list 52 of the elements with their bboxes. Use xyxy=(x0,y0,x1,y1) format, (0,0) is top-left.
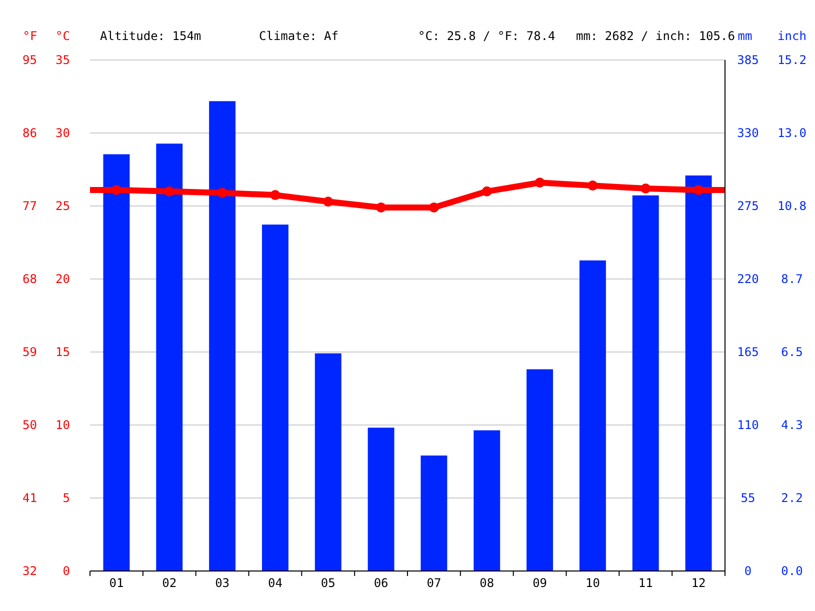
x-tick-label: 11 xyxy=(638,576,653,590)
y3-tick-label: 68 xyxy=(22,272,37,286)
text: °C: 25.8 / °F: 78.4 xyxy=(418,29,556,43)
text: mm: 2682 / inch: 105.6 xyxy=(576,29,735,43)
y2-tick-label: 220 xyxy=(737,272,759,286)
y2-tick-label: 275 xyxy=(737,199,759,214)
y3-tick-label: 95 xyxy=(22,53,37,68)
y3-tick-label: 77 xyxy=(22,199,37,214)
y3-tick-label: 50 xyxy=(22,418,37,432)
y3-tick-label: 32 xyxy=(22,564,37,578)
x-tick-label: 09 xyxy=(532,576,548,590)
text: 8.7 xyxy=(781,272,803,286)
y2-tick-label: 330 xyxy=(737,126,759,140)
y-tick-label: 0 xyxy=(62,564,70,578)
text: 10.8 xyxy=(778,199,806,214)
x-tick-label: 04 xyxy=(268,576,282,590)
x-tick-label: 02 xyxy=(162,576,177,590)
x-tick-label: 01 xyxy=(109,576,124,590)
y3-tick-label: 59 xyxy=(22,345,37,360)
text: 2.2 xyxy=(781,491,803,506)
x-tick-label: 07 xyxy=(426,576,442,590)
y2-tick-label: 55 xyxy=(740,491,756,506)
text: 0.0 xyxy=(781,564,803,578)
y2-tick-label: 110 xyxy=(737,418,759,432)
x-tick-label: 06 xyxy=(374,576,388,590)
x-tick-label: 10 xyxy=(585,576,600,590)
text: 13.0 xyxy=(778,126,806,140)
y2-tick-label: 165 xyxy=(737,345,759,360)
text: 6.5 xyxy=(781,345,803,360)
x-tick-label: 03 xyxy=(215,576,230,590)
y-tick-label: 35 xyxy=(56,53,70,68)
y-tick-label: 15 xyxy=(56,345,70,360)
y-tick-label: 20 xyxy=(56,272,70,286)
y-tick-label: 25 xyxy=(56,199,70,214)
y2-axis-title: mm xyxy=(738,29,752,43)
y3-tick-label: 41 xyxy=(22,491,37,506)
text: 4.3 xyxy=(781,418,803,432)
text: 15.2 xyxy=(778,53,806,68)
text: Altitude: 154m xyxy=(100,29,202,43)
y-axis-title: °C xyxy=(56,29,70,43)
x-tick-label: 08 xyxy=(480,576,494,590)
y-tick-label: 10 xyxy=(56,418,70,432)
text: Climate: Af xyxy=(259,29,338,43)
y-tick-label: 30 xyxy=(56,126,70,140)
x-tick-label: 05 xyxy=(320,576,336,590)
y3-axis-title: °F xyxy=(22,29,38,43)
y2-tick-label: 0 xyxy=(744,564,752,578)
text: inch xyxy=(778,29,806,43)
y-tick-label: 5 xyxy=(62,491,70,506)
y3-tick-label: 86 xyxy=(22,126,37,140)
x-tick-label: 12 xyxy=(691,576,706,590)
y2-tick-label: 385 xyxy=(737,53,759,68)
